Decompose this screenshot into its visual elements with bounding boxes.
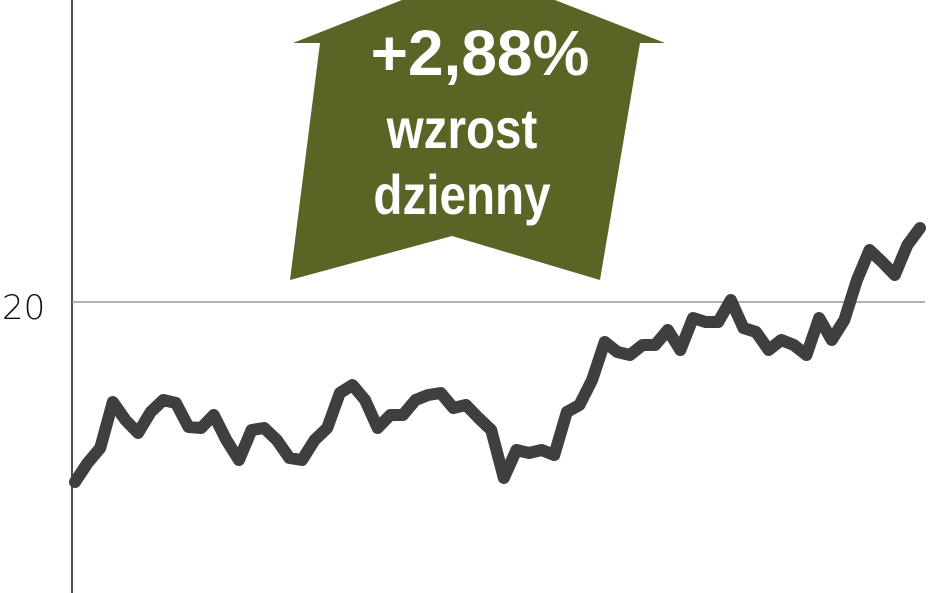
- change-percent: +2,88%: [371, 17, 590, 89]
- change-label-line2: dzienny: [373, 164, 550, 226]
- y-tick-label: 20: [2, 288, 45, 328]
- price-line: [69, 222, 926, 488]
- up-arrow-shape: [290, 0, 665, 280]
- change-label-line1: wzrost: [386, 98, 538, 160]
- daily-change-arrow-badge: +2,88% wzrost dzienny: [290, 0, 665, 280]
